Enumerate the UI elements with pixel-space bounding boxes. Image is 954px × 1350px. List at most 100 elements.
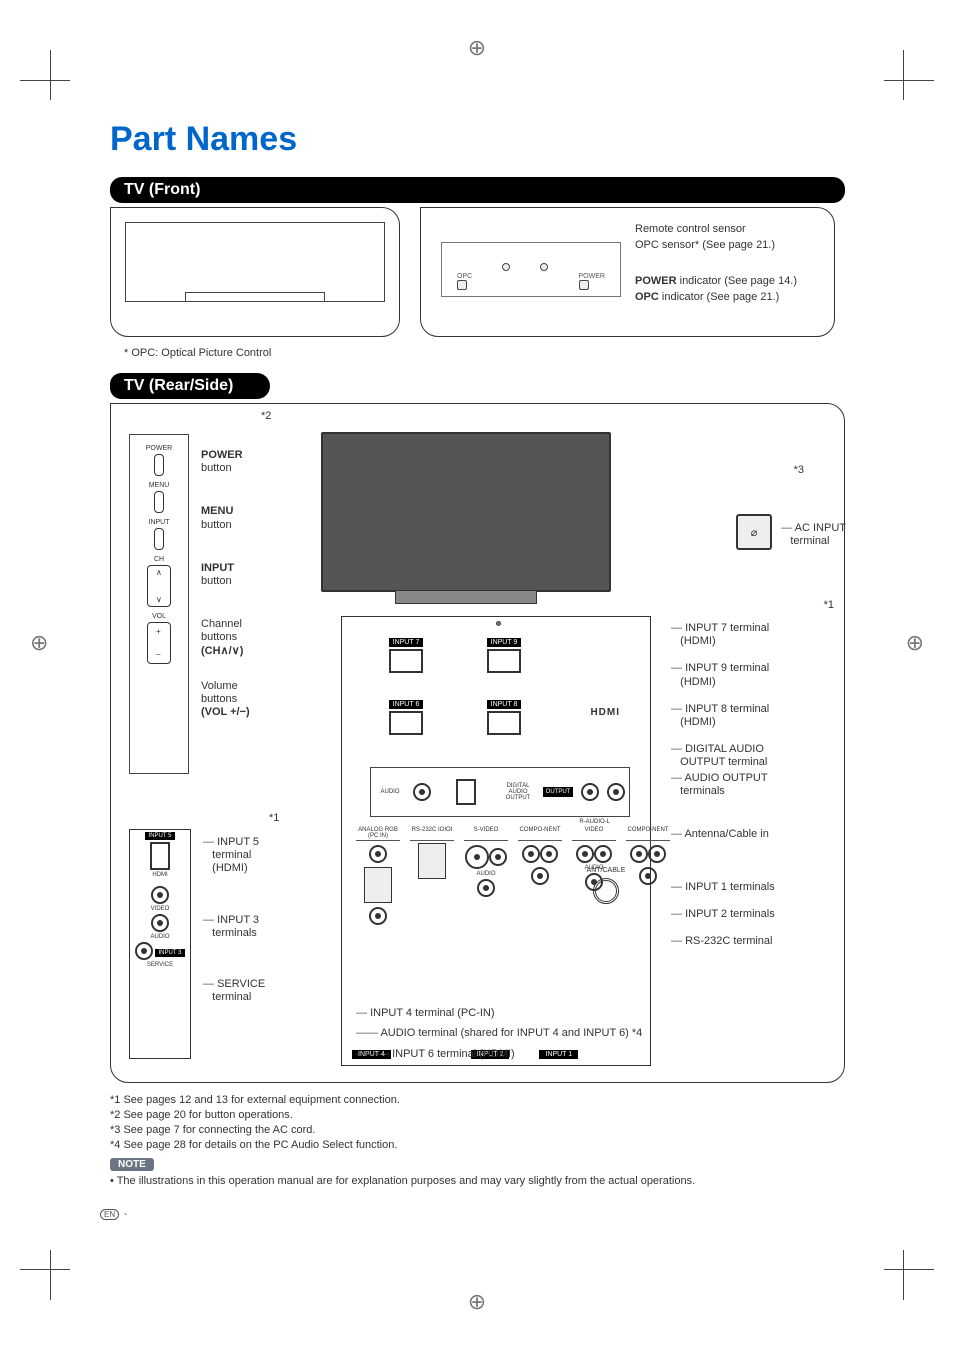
section-front-bar: TV (Front) bbox=[110, 177, 845, 203]
footnote-1: *1 See pages 12 and 13 for external equi… bbox=[110, 1093, 845, 1108]
opc-footnote: * OPC: Optical Picture Control bbox=[124, 347, 845, 359]
power-button-icon bbox=[154, 454, 164, 476]
star2-ref: *2 bbox=[261, 410, 271, 422]
input8-port-label: INPUT 8 bbox=[487, 700, 522, 709]
rca-jack-icon bbox=[531, 867, 549, 885]
vol-btn-label: VOL bbox=[132, 613, 186, 620]
input8-callout: — INPUT 8 terminal (HDMI) bbox=[671, 703, 775, 729]
ch-rocker-icon: ∧∨ bbox=[147, 565, 171, 607]
input6-port-label: INPUT 6 bbox=[389, 700, 424, 709]
audio-mini-label: AUDIO bbox=[464, 871, 508, 877]
hdmi-port-icon bbox=[150, 842, 170, 870]
coax-port-icon bbox=[593, 878, 619, 904]
video-label: VIDEO bbox=[572, 827, 616, 841]
ch-btn-label: CH bbox=[132, 556, 186, 563]
rca-jack-icon bbox=[135, 942, 153, 960]
input5-tag: INPUT 5 bbox=[145, 832, 176, 840]
audio-jack-icon bbox=[489, 848, 507, 866]
hdmi-port-icon bbox=[389, 649, 423, 673]
input7-port-label: INPUT 7 bbox=[389, 638, 424, 647]
footnote-3: *3 See page 7 for connecting the AC cord… bbox=[110, 1123, 845, 1138]
service-port-icon bbox=[132, 968, 188, 986]
menu-button-icon bbox=[154, 491, 164, 513]
opc-sensor-label: OPC sensor* (See page 21.) bbox=[635, 238, 797, 254]
optical-port-icon bbox=[456, 779, 476, 805]
side-button-callouts: POWERbutton MENUbutton INPUTbutton Chann… bbox=[201, 449, 250, 741]
star3-ref: *3 bbox=[794, 464, 804, 476]
audio-jack-icon bbox=[581, 783, 599, 801]
input9-port-label: INPUT 9 bbox=[487, 638, 522, 647]
front-block: OPC POWER Remote control sensor OPC sens… bbox=[110, 207, 845, 337]
input-btn-label: INPUT bbox=[132, 519, 186, 526]
rca-jack-icon bbox=[576, 845, 594, 863]
input3-tag: INPUT 3 bbox=[155, 949, 186, 957]
page-title: Part Names bbox=[110, 120, 845, 159]
note-text: • The illustrations in this operation ma… bbox=[110, 1175, 845, 1187]
remote-sensor-label: Remote control sensor bbox=[635, 222, 797, 238]
video-mini-label: VIDEO bbox=[132, 906, 188, 912]
input1-callout: — INPUT 1 terminals bbox=[671, 881, 775, 894]
rca-jack-icon bbox=[540, 845, 558, 863]
hdmi-port-icon bbox=[389, 711, 423, 735]
antenna-block: ANT/CABLE bbox=[582, 867, 630, 908]
input5-callout: — INPUT 5 terminal (HDMI) bbox=[203, 836, 265, 876]
input6-callout: ——— INPUT 6 terminal (HDMI) bbox=[356, 1044, 642, 1064]
input3-callout: — INPUT 3 terminals bbox=[203, 914, 265, 940]
hdmi-port-icon bbox=[487, 711, 521, 735]
ac-socket-icon: ⌀ bbox=[751, 526, 758, 539]
connector-panel: INPUT 7 INPUT 9 INPUT 6 INPUT 8 HDMI AUD… bbox=[341, 616, 651, 1066]
digital-audio-callout: — DIGITAL AUDIO OUTPUT terminal bbox=[671, 743, 775, 769]
side-input-panel: INPUT 5 HDMI VIDEO AUDIO INPUT 3 SERVICE bbox=[129, 829, 191, 1059]
reg-mark-icon: ⊕ bbox=[468, 1289, 486, 1315]
footnote-4: *4 See page 28 for details on the PC Aud… bbox=[110, 1138, 845, 1153]
front-left-diagram bbox=[110, 207, 400, 337]
hdmi-logo: HDMI bbox=[590, 707, 620, 718]
antenna-callout: — Antenna/Cable in bbox=[671, 828, 775, 841]
right-callouts: — INPUT 7 terminal (HDMI) — INPUT 9 term… bbox=[671, 622, 775, 963]
input7-callout: — INPUT 7 terminal (HDMI) bbox=[671, 622, 775, 648]
svideo-port-icon bbox=[465, 845, 489, 869]
reg-mark-icon: ⊕ bbox=[906, 630, 924, 656]
sensor-zone: OPC POWER bbox=[441, 242, 621, 297]
r-audio-l-label: R-AUDIO-L bbox=[579, 819, 610, 825]
vol-rocker-icon: +− bbox=[147, 622, 171, 664]
power-indicator-label: POWER indicator (See page 14.) bbox=[635, 274, 797, 290]
dsub-port-icon bbox=[418, 843, 446, 879]
star1-right-ref: *1 bbox=[824, 599, 834, 611]
section-rear-bar: TV (Rear/Side) bbox=[110, 373, 270, 399]
svideo-label: S-VIDEO bbox=[464, 827, 508, 841]
component-label: COMPO-NENT bbox=[626, 827, 670, 841]
rs232-callout: — RS-232C terminal bbox=[671, 935, 775, 948]
ac-input-label: — AC INPUT terminal bbox=[781, 522, 846, 548]
reg-mark-icon: ⊕ bbox=[468, 35, 486, 61]
power-btn-label: POWER bbox=[132, 445, 186, 452]
rca-jack-icon bbox=[151, 886, 169, 904]
reg-mark-icon: ⊕ bbox=[30, 630, 48, 656]
footnotes: *1 See pages 12 and 13 for external equi… bbox=[110, 1093, 845, 1152]
analog-rgb-label: ANALOG RGB (PC IN) bbox=[356, 827, 400, 841]
audio-jack-icon bbox=[607, 783, 625, 801]
hdmi-port-icon bbox=[487, 649, 521, 673]
audio-label: AUDIO bbox=[375, 789, 405, 795]
opc-indicator-label: OPC indicator (See page 21.) bbox=[635, 290, 797, 306]
shared-audio-callout: —— AUDIO terminal (shared for INPUT 4 an… bbox=[356, 1023, 642, 1043]
audio-jack-icon bbox=[413, 783, 431, 801]
left-callouts: — INPUT 5 terminal (HDMI) — INPUT 3 term… bbox=[203, 836, 265, 1042]
footnote-2: *2 See page 20 for button operations. bbox=[110, 1108, 845, 1123]
service-callout: — SERVICE terminal bbox=[203, 978, 265, 1004]
rca-jack-icon bbox=[151, 914, 169, 932]
star1-left-ref: *1 bbox=[269, 812, 279, 824]
input-button-icon bbox=[154, 528, 164, 550]
input9-callout: — INPUT 9 terminal (HDMI) bbox=[671, 662, 775, 688]
side-button-panel: POWER MENU INPUT CH ∧∨ VOL +− bbox=[129, 434, 189, 774]
tv-front-outline bbox=[125, 222, 385, 302]
rca-jack-icon bbox=[522, 845, 540, 863]
component-label: COMPO-NENT bbox=[518, 827, 562, 841]
audio-jack-icon bbox=[369, 907, 387, 925]
bottom-callouts: — INPUT 4 terminal (PC-IN) —— AUDIO term… bbox=[356, 1003, 642, 1064]
menu-btn-label: MENU bbox=[132, 482, 186, 489]
tv-rear-illustration bbox=[321, 432, 611, 592]
audio-jack-icon bbox=[477, 879, 495, 897]
rca-jack-icon bbox=[639, 867, 657, 885]
page-number: EN - bbox=[100, 1209, 127, 1220]
